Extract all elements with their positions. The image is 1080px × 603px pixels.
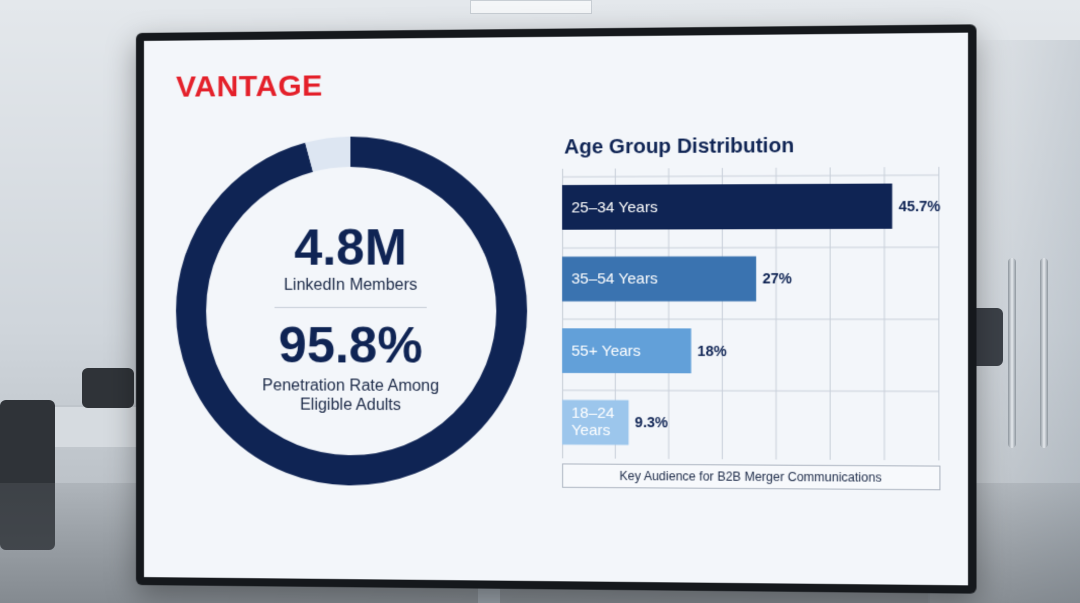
presentation-slide: VANTAGE 4.8M LinkedIn Members 95.8% Pene… [144,33,968,586]
age-distribution-bar-chart: 25–34 Years 45.7% 35–54 Years 27% 55+ Years 1… [562,167,944,461]
bar-value-label: 9.3% [635,414,669,430]
bar-value-label: 27% [762,271,792,287]
chart-caption: Key Audience for B2B Merger Communicatio… [562,463,940,490]
office-chair [82,368,134,408]
bar-category-label: 18–24Years [571,405,614,440]
bar-category-label: 55+ Years [571,343,640,360]
members-value: 4.8M [234,220,467,275]
penetration-rate-value: 95.8% [234,318,467,373]
kpi-block: 4.8M LinkedIn Members 95.8% Penetration … [234,220,467,415]
door-handle [1040,258,1048,448]
members-label: LinkedIn Members [234,277,467,295]
door-handle [1008,258,1016,448]
penetration-rate-label: Penetration Rate Among Eligible Adults [234,376,467,415]
display-monitor: VANTAGE 4.8M LinkedIn Members 95.8% Pene… [136,24,977,593]
bar-category-label: 25–34 Years [571,199,657,217]
grid-line [562,175,938,177]
grid-line [562,390,938,391]
kpi-divider [275,307,427,308]
chart-title: Age Group Distribution [564,135,794,160]
bar-value-label: 18% [697,343,727,359]
grid-line [562,247,938,248]
brand-logo: VANTAGE [176,69,323,104]
bar-value-label: 45.7% [899,198,942,215]
ceiling-light [470,0,592,14]
bar-category-label: 35–54 Years [571,271,657,288]
